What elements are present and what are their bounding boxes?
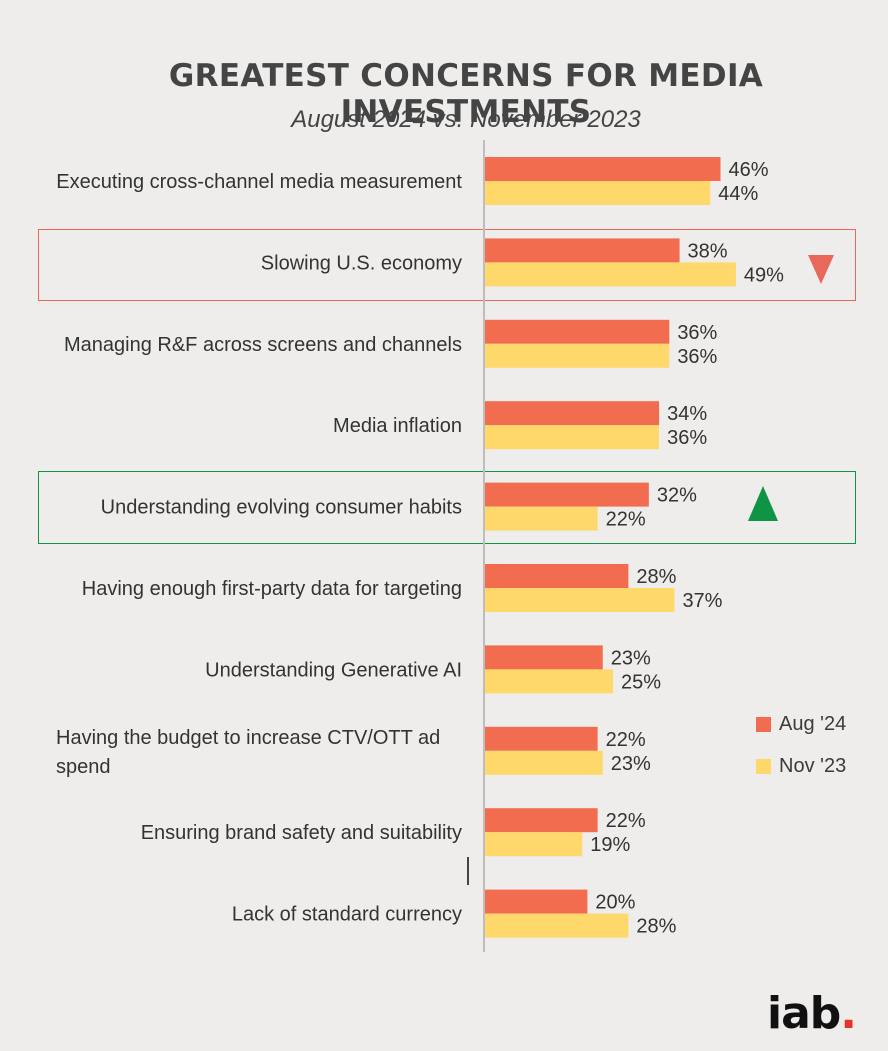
- legend-label-nov23: Nov '23: [779, 755, 847, 777]
- category-label-7-line0: Having the budget to increase CTV/OTT ad: [56, 727, 440, 749]
- bar-nov23-7: [485, 750, 603, 775]
- bar-aug24-0: [485, 157, 721, 181]
- category-label-5: Having enough first-party data for targe…: [82, 578, 462, 600]
- bar-nov23-1: [485, 262, 736, 287]
- bar-aug24-2: [485, 319, 670, 344]
- legend-swatch-aug24: [756, 717, 771, 732]
- bar-aug24-5: [485, 564, 629, 588]
- category-label-0: Executing cross-channel media measuremen…: [56, 171, 462, 193]
- data-label-nov23-5: 37%: [682, 590, 722, 612]
- data-label-aug24-7: 22%: [606, 729, 646, 751]
- data-label-nov23-0: 44%: [718, 183, 758, 205]
- highlight-box-increase: [38, 471, 856, 544]
- bar-nov23-9: [485, 913, 629, 938]
- bar-aug24-9: [485, 889, 588, 914]
- category-label-7-line1: spend: [56, 756, 111, 778]
- data-label-aug24-6: 23%: [611, 647, 651, 669]
- decrease-arrow-icon: [808, 255, 834, 284]
- category-label-2: Managing R&F across screens and channels: [64, 334, 462, 356]
- data-label-aug24-4: 32%: [657, 485, 697, 507]
- data-label-nov23-7: 23%: [611, 753, 651, 775]
- bar-aug24-1: [485, 238, 680, 263]
- data-label-nov23-8: 19%: [590, 834, 630, 856]
- data-label-aug24-1: 38%: [688, 240, 728, 262]
- category-label-1: Slowing U.S. economy: [261, 252, 462, 274]
- data-label-nov23-6: 25%: [621, 671, 661, 693]
- bar-aug24-4: [485, 482, 649, 507]
- category-label-8: Ensuring brand safety and suitability: [141, 822, 462, 844]
- data-label-nov23-3: 36%: [667, 427, 707, 449]
- bar-nov23-0: [485, 181, 711, 205]
- data-label-aug24-9: 20%: [595, 892, 635, 914]
- legend-swatch-nov23: [756, 759, 771, 774]
- highlight-box-decrease: [38, 229, 856, 301]
- bar-nov23-3: [485, 425, 660, 450]
- data-label-aug24-0: 46%: [729, 159, 769, 181]
- data-label-aug24-3: 34%: [667, 403, 707, 425]
- data-label-nov23-4: 22%: [606, 509, 646, 531]
- category-label-4: Understanding evolving consumer habits: [101, 497, 462, 519]
- bar-aug24-8: [485, 808, 598, 833]
- data-label-nov23-2: 36%: [677, 346, 717, 368]
- bar-nov23-4: [485, 506, 598, 531]
- increase-arrow-icon: [748, 486, 778, 521]
- bar-nov23-6: [485, 669, 613, 694]
- bar-aug24-3: [485, 401, 660, 426]
- bar-nov23-5: [485, 588, 675, 612]
- data-label-aug24-8: 22%: [606, 810, 646, 832]
- stray-tick-mark: [467, 857, 469, 885]
- data-label-nov23-1: 49%: [744, 264, 784, 286]
- chart-subtitle: August 2024 vs. November 2023: [291, 106, 641, 133]
- category-label-3: Media inflation: [333, 415, 462, 437]
- data-label-aug24-5: 28%: [636, 566, 676, 588]
- legend-item-aug24: Aug '24: [756, 713, 846, 736]
- bar-nov23-8: [485, 832, 583, 857]
- bar-aug24-6: [485, 645, 603, 670]
- iab-logo: iab.: [767, 988, 857, 1039]
- bar-aug24-7: [485, 726, 598, 751]
- chart-title: GREATEST CONCERNS FOR MEDIA INVESTMENTS: [168, 58, 764, 130]
- data-label-aug24-2: 36%: [677, 322, 717, 344]
- category-label-9: Lack of standard currency: [232, 904, 462, 926]
- data-label-nov23-9: 28%: [636, 916, 676, 938]
- legend-label-aug24: Aug '24: [779, 713, 847, 735]
- bar-nov23-2: [485, 343, 670, 368]
- legend-item-nov23: Nov '23: [756, 755, 846, 778]
- category-label-6: Understanding Generative AI: [205, 659, 462, 681]
